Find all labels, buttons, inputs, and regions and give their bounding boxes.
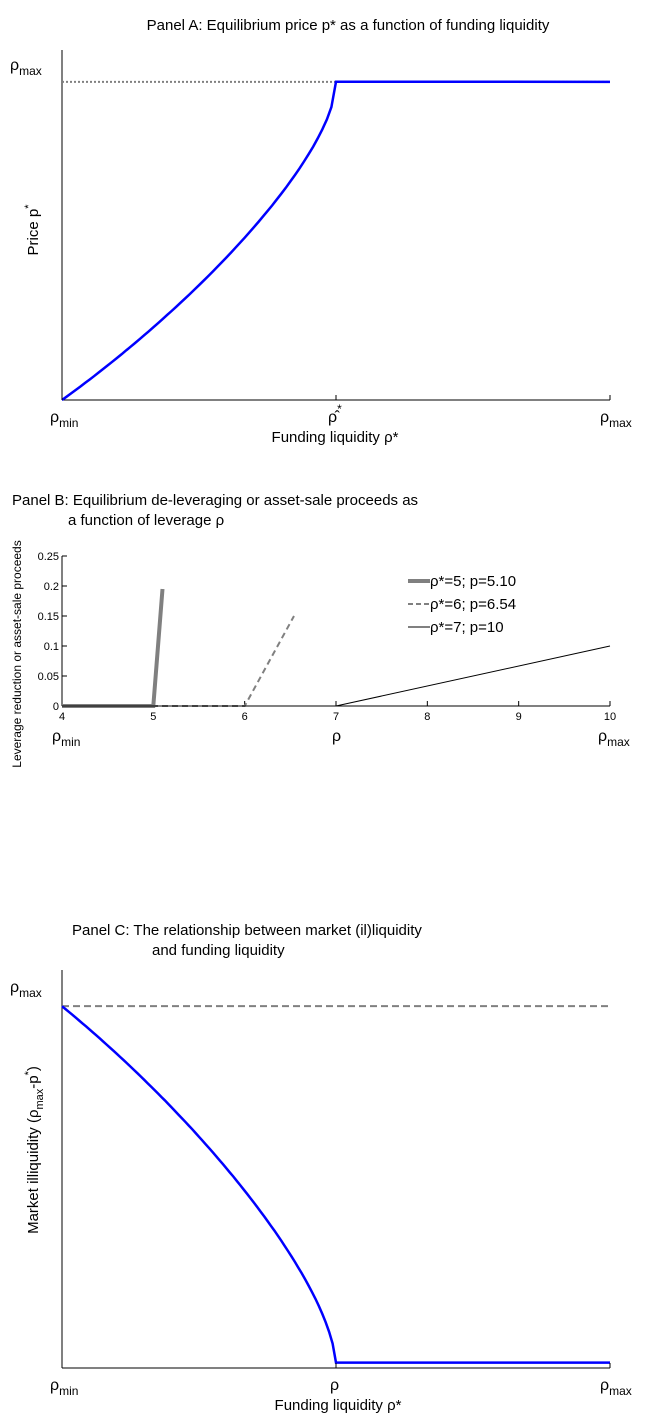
panel-a-xlabel: Funding liquidity ρ* [272, 429, 399, 446]
panel-b-x-label-0: ρmin [52, 728, 80, 749]
panel-b-x-tick-6: 10 [604, 711, 616, 723]
panel-c-x-tick-1: ρ [330, 1377, 339, 1394]
panel-b-x-tick-0: 4 [59, 711, 65, 723]
panel-a-x-tick-1: ρ̂* [328, 402, 342, 426]
panel-a-ylabel-sup: * [23, 204, 35, 209]
panel-c-xlabel: Funding liquidity ρ* [275, 1397, 402, 1414]
panel-c-ylabel-sup: * [23, 1070, 35, 1075]
panel-c-title-line2: and funding liquidity [152, 942, 285, 959]
panel-c-x-tick-2-sub: max [609, 1384, 632, 1398]
panel-b-x-label-2-sub: max [607, 735, 630, 749]
panel-b-x-label-1-main: ρ [332, 728, 341, 745]
panel-a-x-tick-0: ρmin [50, 409, 78, 430]
panel-a-x-tick-0-main: ρ [50, 409, 59, 426]
panel-b-x-label-0-sub: min [61, 735, 80, 749]
panel-b-x-tick-1: 5 [150, 711, 156, 723]
panel-c-x-tick-0-main: ρ [50, 1377, 59, 1394]
panel-c-illiquidity-curve [61, 1005, 611, 1364]
panel-b-legend-label-1: ρ*=5; p=5.10 [430, 573, 516, 590]
panel-b-x-tick-5: 9 [516, 711, 522, 723]
panel-b-x-label-1: ρ [332, 728, 341, 745]
panel-b-y-tick-4: 0.2 [44, 581, 59, 593]
panel-c-y-tick-0-sub: max [19, 986, 42, 1000]
panel-c-x-tick-0-sub: min [59, 1384, 78, 1398]
panel-c-ylabel-end: ) [25, 1066, 42, 1071]
panel-a-ylabel-main: Price p [25, 209, 42, 256]
panel-b-x-label-2: ρmax [598, 728, 630, 749]
panel-b-x-tick-2: 6 [242, 711, 248, 723]
panel-a-x-tick-0-sub: min [59, 416, 78, 430]
panel-b-title-line1: Panel B: Equilibrium de-leveraging or as… [12, 492, 418, 509]
panel-c-ylabel-pre: Market illiquidity (ρ [25, 1110, 42, 1234]
panel-a-x-tick-2: ρmax [600, 409, 632, 430]
panel-c-x-tick-1-main: ρ [330, 1377, 339, 1394]
panel-c-y-tick-0: ρmax [10, 979, 42, 1000]
panel-a-x-tick-1-main: ρ̂ [328, 409, 340, 426]
panel-b-y-tick-2: 0.1 [44, 641, 59, 653]
panel-b-x-tick-4: 8 [424, 711, 430, 723]
panel-b-legend-label-3: ρ*=7; p=10 [430, 619, 504, 636]
panel-b-y-tick-0: 0 [53, 701, 59, 713]
panel-a-y-tick-0-main: ρ [10, 57, 19, 74]
panel-c: Panel C: The relationship between market… [10, 922, 632, 1414]
panel-b-y-tick-3: 0.15 [38, 611, 59, 623]
panel-c-x-tick-2-main: ρ [600, 1377, 609, 1394]
panel-c-y-tick-0-main: ρ [10, 979, 19, 996]
panel-c-x-tick-2: ρmax [600, 1377, 632, 1398]
panel-a-x-tick-1-sup: * [337, 402, 342, 416]
panel-b-y-tick-1: 0.05 [38, 671, 59, 683]
panel-b: Panel B: Equilibrium de-leveraging or as… [10, 492, 630, 768]
panel-b-series-2 [62, 615, 295, 707]
panel-c-ylabel-sub: max [34, 1088, 46, 1109]
panel-a-ylabel: Price p* [23, 204, 42, 256]
panel-a-price-curve [61, 80, 611, 402]
panel-b-legend-label-2: ρ*=6; p=6.54 [430, 596, 516, 613]
panel-b-x-tick-3: 7 [333, 711, 339, 723]
panel-a: Panel A: Equilibrium price p* as a funct… [10, 17, 632, 446]
panel-c-x-tick-0: ρmin [50, 1377, 78, 1398]
panel-a-x-tick-2-main: ρ [600, 409, 609, 426]
panel-b-series-1 [62, 588, 165, 708]
panel-c-ylabel: Market illiquidity (ρmax-p*) [23, 1066, 46, 1234]
panel-b-ylabel: Leverage reduction or asset-sale proceed… [10, 540, 24, 767]
panel-a-y-tick-0: ρmax [10, 57, 42, 78]
panel-a-y-tick-0-sub: max [19, 64, 42, 78]
panel-b-series-3 [62, 645, 611, 707]
panel-b-x-label-2-main: ρ [598, 728, 607, 745]
panel-b-title-line2: a function of leverage ρ [68, 512, 224, 529]
panel-b-x-label-0-main: ρ [52, 728, 61, 745]
panel-c-ylabel-post: -p [25, 1075, 42, 1088]
panel-a-x-tick-2-sub: max [609, 416, 632, 430]
panel-b-y-tick-5: 0.25 [38, 551, 59, 563]
panel-c-title-line1: Panel C: The relationship between market… [72, 922, 422, 939]
panel-a-title: Panel A: Equilibrium price p* as a funct… [147, 17, 550, 34]
